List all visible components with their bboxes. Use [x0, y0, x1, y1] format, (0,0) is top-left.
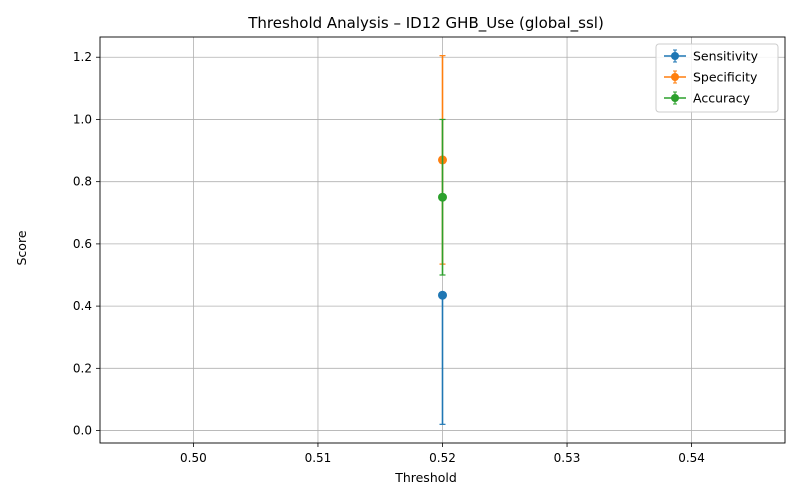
- series-sensitivity: [438, 290, 447, 425]
- y-tick-label-2: 0.4: [73, 299, 92, 313]
- data-point: [438, 192, 447, 202]
- legend-marker-2: [671, 94, 679, 102]
- x-tick-label-1: 0.51: [305, 451, 332, 465]
- legend-box: [655, 43, 779, 113]
- x-tick-label-0: 0.50: [180, 451, 207, 465]
- axis-ticks: 0.50 0.51 0.52 0.53 0.54 0.0 0.2 0.4 0.6 0.8 1.0 1.…: [73, 50, 705, 465]
- data-point: [438, 290, 447, 300]
- series-accuracy: [438, 118, 447, 276]
- x-axis-label: Threshold: [394, 470, 457, 485]
- chart-title: Threshold Analysis – ID12 GHB_Use (globa…: [247, 14, 604, 33]
- y-tick-label-4: 0.8: [73, 175, 92, 189]
- legend-marker-1: [671, 73, 679, 81]
- y-tick-label-0: 0.0: [73, 424, 92, 438]
- y-tick-label-3: 0.6: [73, 237, 92, 251]
- legend: Sensitivity Specificity Accuracy: [655, 43, 779, 113]
- data-series: [438, 55, 447, 425]
- legend-label-0: Sensitivity: [693, 49, 759, 64]
- x-tick-label-4: 0.54: [678, 451, 705, 465]
- y-axis-label: Score: [14, 230, 29, 265]
- legend-label-1: Specificity: [693, 70, 758, 85]
- x-tick-label-2: 0.52: [429, 451, 456, 465]
- x-tick-label-3: 0.53: [554, 451, 581, 465]
- y-tick-label-5: 1.0: [73, 112, 92, 126]
- y-tick-label-1: 0.2: [73, 361, 92, 375]
- legend-label-2: Accuracy: [693, 91, 751, 106]
- y-tick-label-6: 1.2: [73, 50, 92, 64]
- legend-marker-0: [671, 52, 679, 60]
